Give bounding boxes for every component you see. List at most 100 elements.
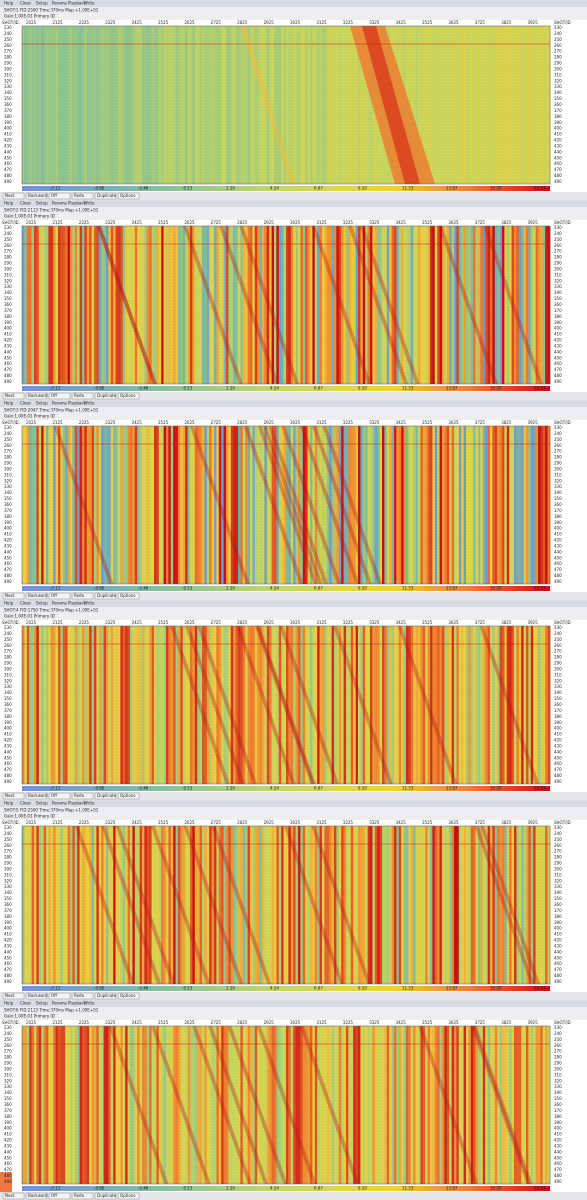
menu-item[interactable]: Setup [36, 801, 48, 806]
button-label[interactable]: Duplicate [97, 993, 117, 998]
button-label[interactable]: Options [120, 993, 135, 998]
x-label: 3625 [448, 620, 459, 625]
trace [480, 226, 483, 384]
button-label[interactable]: Off [51, 793, 57, 798]
menu-item[interactable]: Params [52, 801, 67, 806]
button-label[interactable]: Next [5, 793, 15, 798]
menu-item[interactable]: Params [52, 1, 67, 6]
menu-item[interactable]: Setup [36, 201, 48, 206]
button-label[interactable]: Redo [74, 1193, 85, 1198]
button-label[interactable]: Next [5, 393, 15, 398]
menu-item[interactable]: Close [20, 801, 31, 806]
button-label[interactable]: Redo [74, 993, 85, 998]
trace [324, 1026, 327, 1184]
button-label[interactable]: Backward [28, 793, 48, 798]
trace [461, 626, 464, 784]
trace [512, 1026, 515, 1184]
menu-item[interactable]: Help [4, 201, 14, 206]
y-label: 320 [554, 678, 562, 683]
button-label[interactable]: Redo [74, 393, 85, 398]
button-label[interactable]: Redo [74, 193, 85, 198]
menu-item[interactable]: Write [84, 201, 95, 206]
button-label[interactable]: Backward [28, 593, 48, 598]
button-label[interactable]: Next [5, 593, 15, 598]
button-label[interactable]: Off [51, 1193, 57, 1198]
menu-item[interactable]: Setup [36, 601, 48, 606]
menu-item[interactable]: Help [4, 1, 14, 6]
button-label[interactable]: Backward [28, 993, 48, 998]
trace [305, 26, 308, 184]
scale-label: -2.46 [138, 186, 149, 191]
trace [392, 626, 395, 784]
menu-item[interactable]: Write [84, 1, 95, 6]
menu-item[interactable]: Close [20, 201, 31, 206]
button-label[interactable]: Duplicate [97, 793, 117, 798]
menu-item[interactable]: Setup [36, 1, 48, 6]
menu-item[interactable]: Setup [36, 1001, 48, 1006]
x-label: 3125 [316, 220, 327, 225]
menu-item[interactable]: Write [84, 801, 95, 806]
trace [240, 626, 243, 784]
button-label[interactable]: Duplicate [97, 1193, 117, 1198]
trace [65, 1026, 68, 1184]
trace [257, 26, 260, 184]
button-label[interactable]: Duplicate [97, 593, 117, 598]
button-label[interactable]: Next [5, 993, 15, 998]
menu-item[interactable]: Help [4, 401, 14, 406]
button-label[interactable]: Options [120, 793, 135, 798]
trace [341, 26, 344, 184]
trace [396, 426, 399, 584]
x-label: 3725 [475, 420, 486, 425]
trace [240, 226, 243, 384]
button-label[interactable]: Next [5, 1193, 15, 1198]
y-label: 430 [4, 943, 12, 948]
trace [461, 26, 464, 184]
button-label[interactable]: Options [120, 393, 135, 398]
button-label[interactable]: Backward [28, 193, 48, 198]
button-label[interactable]: Duplicate [97, 393, 117, 398]
y-label: 240 [554, 1031, 562, 1036]
button-label[interactable]: Options [120, 193, 135, 198]
button-label[interactable]: Options [120, 1193, 135, 1198]
menu-item[interactable]: Write [84, 1001, 95, 1006]
trace [156, 426, 159, 584]
y-label: 380 [4, 114, 12, 119]
menu-item[interactable]: Write [84, 601, 95, 606]
y-label: 250 [554, 37, 562, 42]
menu-item[interactable]: Help [4, 601, 14, 606]
button-label[interactable]: Off [51, 993, 57, 998]
y-label: 260 [554, 643, 562, 648]
menu-item[interactable]: Write [84, 401, 95, 406]
button-label[interactable]: Duplicate [97, 193, 117, 198]
menu-item[interactable]: Params [52, 1001, 67, 1006]
trace [480, 26, 483, 184]
menu-item[interactable]: Params [52, 401, 67, 406]
menu-item[interactable]: Params [52, 601, 67, 606]
menu-item[interactable]: Close [20, 401, 31, 406]
trace [538, 226, 541, 384]
button-label[interactable]: Redo [74, 593, 85, 598]
menu-item[interactable]: Help [4, 1001, 14, 1006]
trace [72, 826, 75, 984]
button-label[interactable]: Backward [28, 393, 48, 398]
trace [478, 826, 481, 984]
button-label[interactable]: Off [51, 393, 57, 398]
trace [32, 626, 35, 784]
button-label[interactable]: Off [51, 593, 57, 598]
trace [392, 1026, 395, 1184]
menu-item[interactable]: Help [4, 801, 14, 806]
y-label: 300 [4, 66, 12, 71]
y-label: 290 [4, 661, 12, 666]
button-label[interactable]: Backward [28, 1193, 48, 1198]
menu-item[interactable]: Close [20, 1001, 31, 1006]
button-label[interactable]: Options [120, 593, 135, 598]
button-label[interactable]: Next [5, 193, 15, 198]
menu-item[interactable]: Params [52, 201, 67, 206]
menu-item[interactable]: Setup [36, 401, 48, 406]
menu-item[interactable]: Close [20, 1, 31, 6]
trace [315, 226, 318, 384]
button-label[interactable]: Redo [74, 793, 85, 798]
menu-item[interactable]: Close [20, 601, 31, 606]
y-label: 480 [554, 973, 562, 978]
button-label[interactable]: Off [51, 193, 57, 198]
